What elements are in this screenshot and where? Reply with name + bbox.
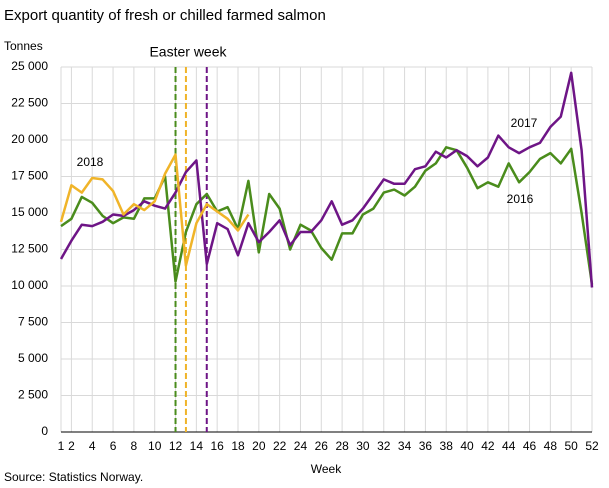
x-tick-label: 22 [273,439,287,453]
y-axis-label: Tonnes [4,39,43,53]
series-label: 2018 [77,155,104,169]
x-tick-label: 4 [89,439,96,453]
x-tick-label: 44 [502,439,516,453]
x-tick-label: 1 [58,439,65,453]
easter-label: Easter week [149,44,227,60]
y-tick-label: 10 000 [11,278,48,292]
x-tick-label: 46 [523,439,537,453]
y-tick-label: 0 [41,424,48,438]
x-tick-label: 26 [315,439,329,453]
series-label: 2017 [511,116,538,130]
series-line [60,146,594,285]
x-tick-label: 52 [585,439,599,453]
x-tick-label: 2 [68,439,75,453]
y-tick-label: 15 000 [11,205,48,219]
y-tick-label: 20 000 [11,132,48,146]
x-tick-label: 14 [190,439,204,453]
x-tick-label: 40 [460,439,474,453]
x-tick-label: 18 [231,439,245,453]
x-tick-label: 16 [210,439,224,453]
x-tick-label: 38 [440,439,454,453]
x-tick-label: 36 [419,439,433,453]
source: Source: Statistics Norway. [4,470,143,484]
y-tick-label: 12 500 [11,242,48,256]
y-tick-label: 22 500 [11,96,48,110]
x-tick-label: 34 [398,439,412,453]
x-tick-label: 8 [131,439,138,453]
y-tick-label: 17 500 [11,169,48,183]
x-tick-label: 12 [169,439,183,453]
x-tick-label: 48 [544,439,558,453]
x-tick-label: 50 [564,439,578,453]
x-tick-label: 42 [481,439,495,453]
x-tick-label: 6 [110,439,117,453]
series-label: 2016 [507,192,534,206]
x-tick-label: 10 [148,439,162,453]
series-line [59,71,594,288]
y-tick-label: 7 500 [18,315,48,329]
y-tick-label: 25 000 [11,59,48,73]
y-tick-label: 2 500 [18,388,48,402]
x-tick-label: 20 [252,439,266,453]
x-axis-label: Week [311,462,342,476]
x-tick-label: 32 [377,439,391,453]
x-tick-label: 24 [294,439,308,453]
x-tick-label: 28 [335,439,349,453]
series-line [59,153,250,267]
y-tick-label: 5 000 [18,351,48,365]
x-tick-label: 30 [356,439,370,453]
chart-title: Export quantity of fresh or chilled farm… [4,7,326,24]
